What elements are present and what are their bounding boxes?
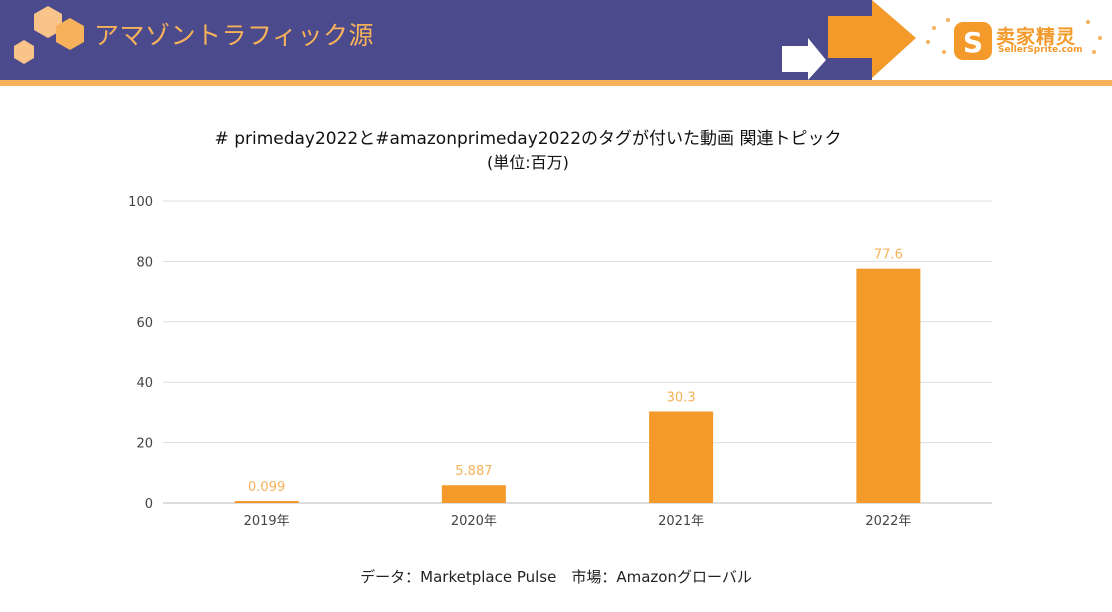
data-label: 77.6 bbox=[874, 248, 903, 263]
chart-title: # primeday2022と#amazonprimeday2022のタグが付い… bbox=[214, 129, 842, 149]
y-tick-label: 60 bbox=[136, 316, 153, 331]
y-tick-label: 20 bbox=[136, 437, 153, 452]
page-title: アマゾントラフィック源 bbox=[94, 21, 375, 50]
y-tick-label: 40 bbox=[136, 376, 153, 391]
bar bbox=[441, 485, 506, 503]
y-tick-label: 0 bbox=[145, 497, 153, 512]
x-tick-label: 2021年 bbox=[658, 514, 704, 529]
y-tick-label: 100 bbox=[128, 195, 153, 210]
bar bbox=[856, 268, 921, 503]
data-label: 0.099 bbox=[248, 480, 285, 495]
arrow-right-icon bbox=[782, 0, 916, 80]
bar bbox=[234, 501, 299, 503]
data-label: 30.3 bbox=[667, 390, 696, 405]
bar bbox=[649, 411, 714, 503]
sellersprite-logo-icon: S bbox=[926, 18, 1102, 60]
brand-url: SellerSprite.com bbox=[998, 45, 1083, 55]
header-accent-line bbox=[0, 80, 1112, 86]
data-source-note: データ：Marketplace Pulse 市場：Amazonグローバル bbox=[360, 568, 752, 586]
hexagon-logo-icon bbox=[14, 6, 84, 64]
brand-name: 卖家精灵 bbox=[996, 26, 1077, 48]
data-label: 5.887 bbox=[455, 464, 492, 479]
x-tick-label: 2020年 bbox=[451, 514, 497, 529]
y-tick-label: 80 bbox=[136, 255, 153, 270]
x-tick-label: 2022年 bbox=[865, 514, 911, 529]
chart-subtitle: (単位:百万) bbox=[487, 153, 569, 172]
svg-text:S: S bbox=[963, 26, 983, 59]
x-tick-label: 2019年 bbox=[244, 514, 290, 529]
